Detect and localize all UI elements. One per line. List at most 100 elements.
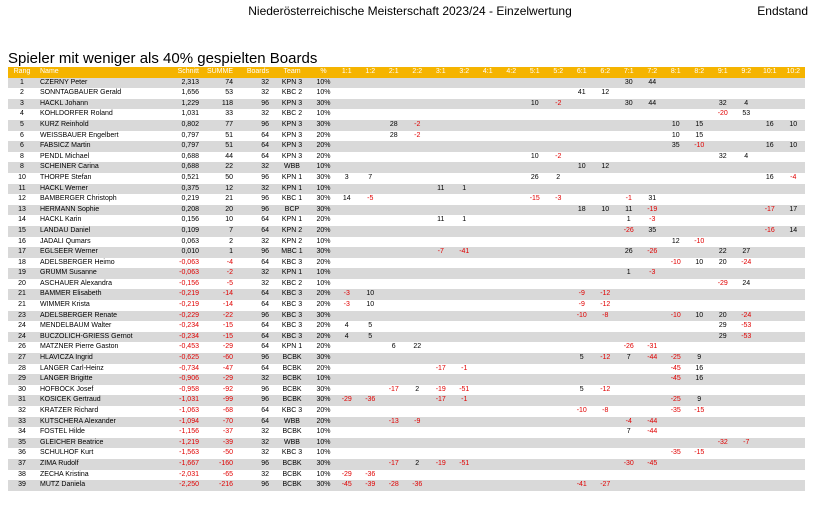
cell-score: 14 <box>781 225 805 237</box>
cell-pct: 30% <box>312 98 335 110</box>
column-header: 2:2 <box>405 67 429 78</box>
cell-score <box>758 374 782 385</box>
cell-score <box>734 395 758 406</box>
cell-name: MATZNER Pierre Gaston <box>36 342 161 354</box>
cell-score <box>640 88 664 99</box>
cell-score <box>499 119 523 131</box>
cell-score <box>570 448 594 459</box>
cell-score <box>781 427 805 438</box>
cell-score <box>711 480 735 491</box>
cell-score <box>758 469 782 481</box>
cell-score <box>546 321 570 332</box>
cell-team: BCBK <box>272 480 312 491</box>
cell-score: -3 <box>640 268 664 279</box>
cell-score <box>687 384 711 396</box>
cell-score <box>617 310 641 322</box>
cell-score <box>758 480 782 491</box>
cell-score <box>593 183 617 195</box>
cell-score <box>382 215 406 226</box>
cell-summe: 51 <box>202 141 236 152</box>
cell-score <box>452 289 476 301</box>
cell-score: -17 <box>429 395 453 406</box>
cell-score <box>758 342 782 354</box>
column-header: 7:1 <box>617 67 641 78</box>
cell-score <box>335 236 359 248</box>
cell-score <box>734 183 758 195</box>
cell-score <box>711 141 735 152</box>
cell-score <box>358 310 382 322</box>
cell-rang: 33 <box>8 416 36 428</box>
cell-score <box>570 130 594 142</box>
cell-schnitt: -1,563 <box>161 448 202 459</box>
cell-summe: -5 <box>202 278 236 290</box>
cell-score <box>335 204 359 216</box>
cell-score: -8 <box>593 310 617 322</box>
cell-score <box>570 236 594 248</box>
cell-score <box>476 300 500 311</box>
cell-team: KPN 1 <box>272 183 312 195</box>
cell-team: KPN 1 <box>272 172 312 184</box>
cell-score <box>781 342 805 354</box>
cell-score <box>405 98 429 110</box>
table-row: 27 HLAVICZA Ingrid -0,625 -60 96 BCBK 30% 5 -12 7… <box>8 353 805 364</box>
cell-score <box>382 162 406 173</box>
cell-pct: 20% <box>312 141 335 152</box>
cell-score: 10 <box>358 300 382 311</box>
cell-score <box>405 88 429 99</box>
cell-score <box>758 247 782 258</box>
cell-score <box>499 458 523 470</box>
cell-score <box>734 342 758 354</box>
cell-score: 7 <box>358 172 382 184</box>
cell-summe: -47 <box>202 363 236 375</box>
cell-score <box>781 236 805 248</box>
cell-score <box>570 469 594 481</box>
cell-score <box>781 77 805 89</box>
table-row: 8 PENDL Michael 0,688 44 64 KPN 3 20% 10 -2 32 4 <box>8 151 805 163</box>
cell-score: -27 <box>593 480 617 491</box>
cell-schnitt: -1,667 <box>161 458 202 470</box>
cell-score: -30 <box>617 458 641 470</box>
cell-boards: 64 <box>236 225 272 237</box>
cell-score <box>358 225 382 237</box>
cell-pct: 10% <box>312 268 335 279</box>
cell-score: 5 <box>570 384 594 396</box>
cell-name: CZERNY Peter <box>36 77 161 89</box>
cell-summe: -39 <box>202 437 236 449</box>
cell-boards: 32 <box>236 427 272 438</box>
cell-score <box>734 448 758 459</box>
cell-score: -7 <box>734 437 758 449</box>
cell-score <box>593 77 617 89</box>
cell-pct: 10% <box>312 88 335 99</box>
cell-score <box>640 363 664 375</box>
cell-team: KPN 1 <box>272 342 312 354</box>
cell-score: 28 <box>382 130 406 142</box>
cell-score <box>640 236 664 248</box>
cell-score <box>382 427 406 438</box>
cell-score <box>429 278 453 290</box>
cell-name: BAMMER Elisabeth <box>36 289 161 301</box>
cell-score <box>570 77 594 89</box>
cell-score <box>523 363 547 375</box>
cell-score: -3 <box>335 300 359 311</box>
cell-score <box>546 310 570 322</box>
cell-score <box>546 384 570 396</box>
cell-summe: 7 <box>202 225 236 237</box>
cell-score <box>781 194 805 205</box>
cell-score: -5 <box>358 194 382 205</box>
cell-score <box>452 437 476 449</box>
cell-schnitt: 0,010 <box>161 247 202 258</box>
column-header: 9:2 <box>734 67 758 78</box>
table-row: 11 HACKL Werner 0,375 12 32 KPN 1 10% 11 1 <box>8 183 805 195</box>
cell-score <box>781 321 805 332</box>
cell-score <box>640 130 664 142</box>
cell-score <box>476 247 500 258</box>
cell-score: 26 <box>617 247 641 258</box>
cell-score: -39 <box>358 480 382 491</box>
cell-score <box>758 395 782 406</box>
cell-name: JADALI Qumars <box>36 236 161 248</box>
cell-team: KBC 1 <box>272 194 312 205</box>
cell-rang: 35 <box>8 437 36 449</box>
cell-score: 1 <box>452 215 476 226</box>
cell-score <box>664 427 688 438</box>
cell-score <box>335 215 359 226</box>
